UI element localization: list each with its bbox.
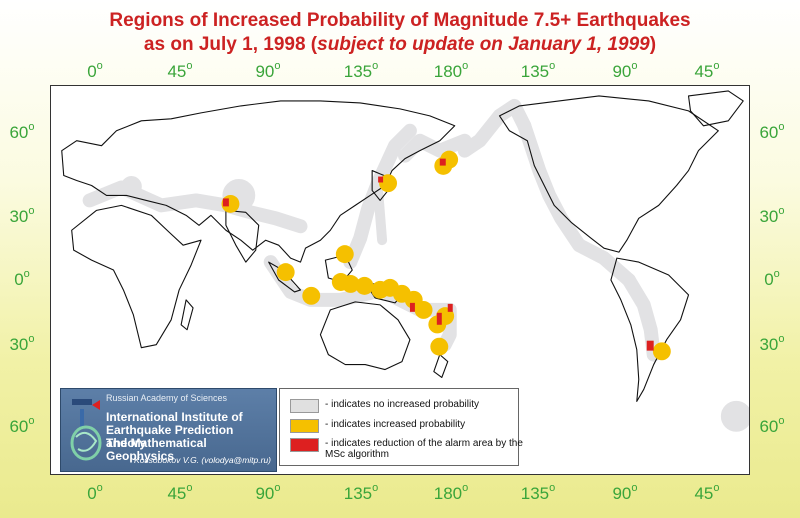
lon-label-bottom: 90o xyxy=(255,482,281,503)
coast-madagascar xyxy=(180,299,194,331)
lon-label-bottom: 90o xyxy=(612,482,638,503)
institute-logo-icon xyxy=(70,399,102,461)
coastlines xyxy=(61,90,744,402)
increased-zone-java xyxy=(302,286,321,305)
coast-africa xyxy=(71,204,202,349)
lon-label-bottom: 45o xyxy=(167,482,193,503)
lon-label-top: 180o xyxy=(433,60,469,81)
lon-label-bottom: 0o xyxy=(87,482,103,503)
increased-zone-irian-jaya xyxy=(355,276,374,295)
map-legend: - indicates no increased probability - i… xyxy=(279,388,523,466)
increased-zone-sumatra xyxy=(276,263,295,282)
gray-band-aleutian-alaska xyxy=(457,98,532,158)
lon-label-top: 0o xyxy=(87,60,103,81)
gray-band-alpine-himalayan xyxy=(82,180,308,234)
gray-band-north-america xyxy=(517,118,636,287)
increased-zone-kermadec xyxy=(430,337,449,356)
gray-band-west-pacific xyxy=(343,123,417,270)
lon-label-bottom: 180o xyxy=(433,482,469,503)
coast-india xyxy=(225,209,260,263)
legend-swatch-yellow xyxy=(290,419,319,433)
gray-zone-south-sandwich xyxy=(720,400,749,432)
legend-swatch-gray xyxy=(290,399,319,413)
lat-label-left: 0o xyxy=(14,268,30,289)
institute-name-line3: and Mathematical Geophysics xyxy=(106,436,207,463)
institute-name-line1: International Institute of xyxy=(106,410,243,424)
lon-label-top: 90o xyxy=(255,60,281,81)
lat-label-right: 60o xyxy=(759,121,785,142)
title-suffix: ) xyxy=(649,34,657,55)
increased-zone-central-chile xyxy=(652,342,671,361)
lon-label-top: 90o xyxy=(612,60,638,81)
institute-name-line2: Earthquake Prediction Theory xyxy=(106,423,234,450)
increased-zone-philippines xyxy=(335,245,354,264)
increased-zone-vanuatu xyxy=(414,300,433,319)
reduced-area-solomons xyxy=(409,302,415,312)
lat-label-right: 30o xyxy=(759,205,785,226)
legend-swatch-red xyxy=(290,438,319,452)
gray-zone-caucasus xyxy=(120,176,142,197)
msc-reduced-areas xyxy=(222,158,654,351)
legend-label: - indicates reduction of the alarm area … xyxy=(325,438,523,460)
author-credit: Kossobokov V.G. (volodya@mitp.ru) xyxy=(134,455,271,465)
legend-label: - indicates no increased probability xyxy=(325,399,479,410)
lon-label-top: 45o xyxy=(167,60,193,81)
institute-banner: Russian Academy of Sciences Internationa… xyxy=(60,388,277,472)
lon-label-bottom: 135o xyxy=(343,482,379,503)
reduced-area-fiji xyxy=(447,303,453,312)
lon-label-top: 45o xyxy=(694,60,720,81)
reduced-area-aleutian xyxy=(439,158,446,166)
coast-north-america xyxy=(498,95,719,253)
lat-label-left: 30o xyxy=(9,333,35,354)
lat-label-right: 30o xyxy=(759,333,785,354)
lat-label-left: 30o xyxy=(9,205,35,226)
map-title-line2: as on July 1, 1998 (subject to update on… xyxy=(0,34,800,56)
coast-eurasia xyxy=(61,100,456,263)
title-italic: subject to update on January 1, 1999 xyxy=(317,34,650,55)
lat-label-right: 60o xyxy=(759,415,785,436)
reduced-area-iran xyxy=(222,198,229,207)
academy-name: Russian Academy of Sciences xyxy=(106,393,228,403)
reduced-area-vanuatu xyxy=(436,312,442,325)
reduced-area-kurils xyxy=(378,176,384,183)
title-prefix: as on July 1, 1998 ( xyxy=(143,34,318,55)
no-increase-zones xyxy=(82,98,749,432)
coast-south-america xyxy=(610,257,690,402)
increased-zone-moluccas xyxy=(341,275,360,293)
world-map-svg xyxy=(61,90,749,432)
lon-label-top: 135o xyxy=(520,60,556,81)
lat-label-left: 60o xyxy=(9,415,35,436)
legend-label: - indicates increased probability xyxy=(325,419,466,430)
reduced-area-chile xyxy=(646,340,654,351)
lon-label-bottom: 45o xyxy=(694,482,720,503)
lon-label-top: 135o xyxy=(343,60,379,81)
coast-japan xyxy=(371,170,389,201)
map-title-line1: Regions of Increased Probability of Magn… xyxy=(109,10,691,31)
coast-australia xyxy=(319,301,411,371)
lat-label-left: 60o xyxy=(9,121,35,142)
lat-label-right: 0o xyxy=(764,268,780,289)
increased-zone-kuril-islands xyxy=(379,174,398,193)
coast-new-zealand xyxy=(433,354,449,379)
coast-greenland xyxy=(687,90,744,127)
lon-label-bottom: 135o xyxy=(520,482,556,503)
